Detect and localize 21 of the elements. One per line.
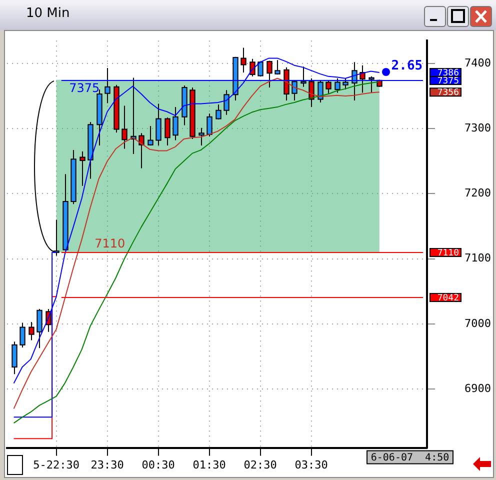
annotation: 7110 bbox=[94, 236, 126, 250]
x-tick-label: 5-22:30 bbox=[33, 458, 80, 472]
text: 2.65 bbox=[391, 58, 423, 74]
x-tick-label: 23:30 bbox=[90, 458, 124, 472]
annotation: 7375 bbox=[69, 80, 100, 95]
x-tick-label: 01:30 bbox=[192, 458, 226, 472]
ref-line-label: 7110 bbox=[437, 248, 459, 258]
text: 6-06-07 4:50 bbox=[370, 452, 450, 464]
y-tick-label: 7200 bbox=[464, 186, 491, 200]
x-tick-label: 02:30 bbox=[244, 458, 277, 472]
x-tick-label: 03:30 bbox=[294, 458, 328, 472]
chart-title: 10 Min bbox=[26, 6, 70, 21]
y-tick-label: 6900 bbox=[464, 382, 491, 396]
x-tick-label: 00:30 bbox=[142, 458, 175, 472]
y-tick-label: 7400 bbox=[464, 56, 491, 70]
y-tick-label: 7300 bbox=[464, 121, 491, 134]
ref-line-label: 7042 bbox=[437, 293, 459, 304]
y-tick-label: 7000 bbox=[464, 316, 491, 330]
ref-line-label: 7375 bbox=[437, 76, 459, 86]
y-tick-label: 7100 bbox=[464, 252, 491, 265]
text: 7356 bbox=[437, 88, 459, 98]
